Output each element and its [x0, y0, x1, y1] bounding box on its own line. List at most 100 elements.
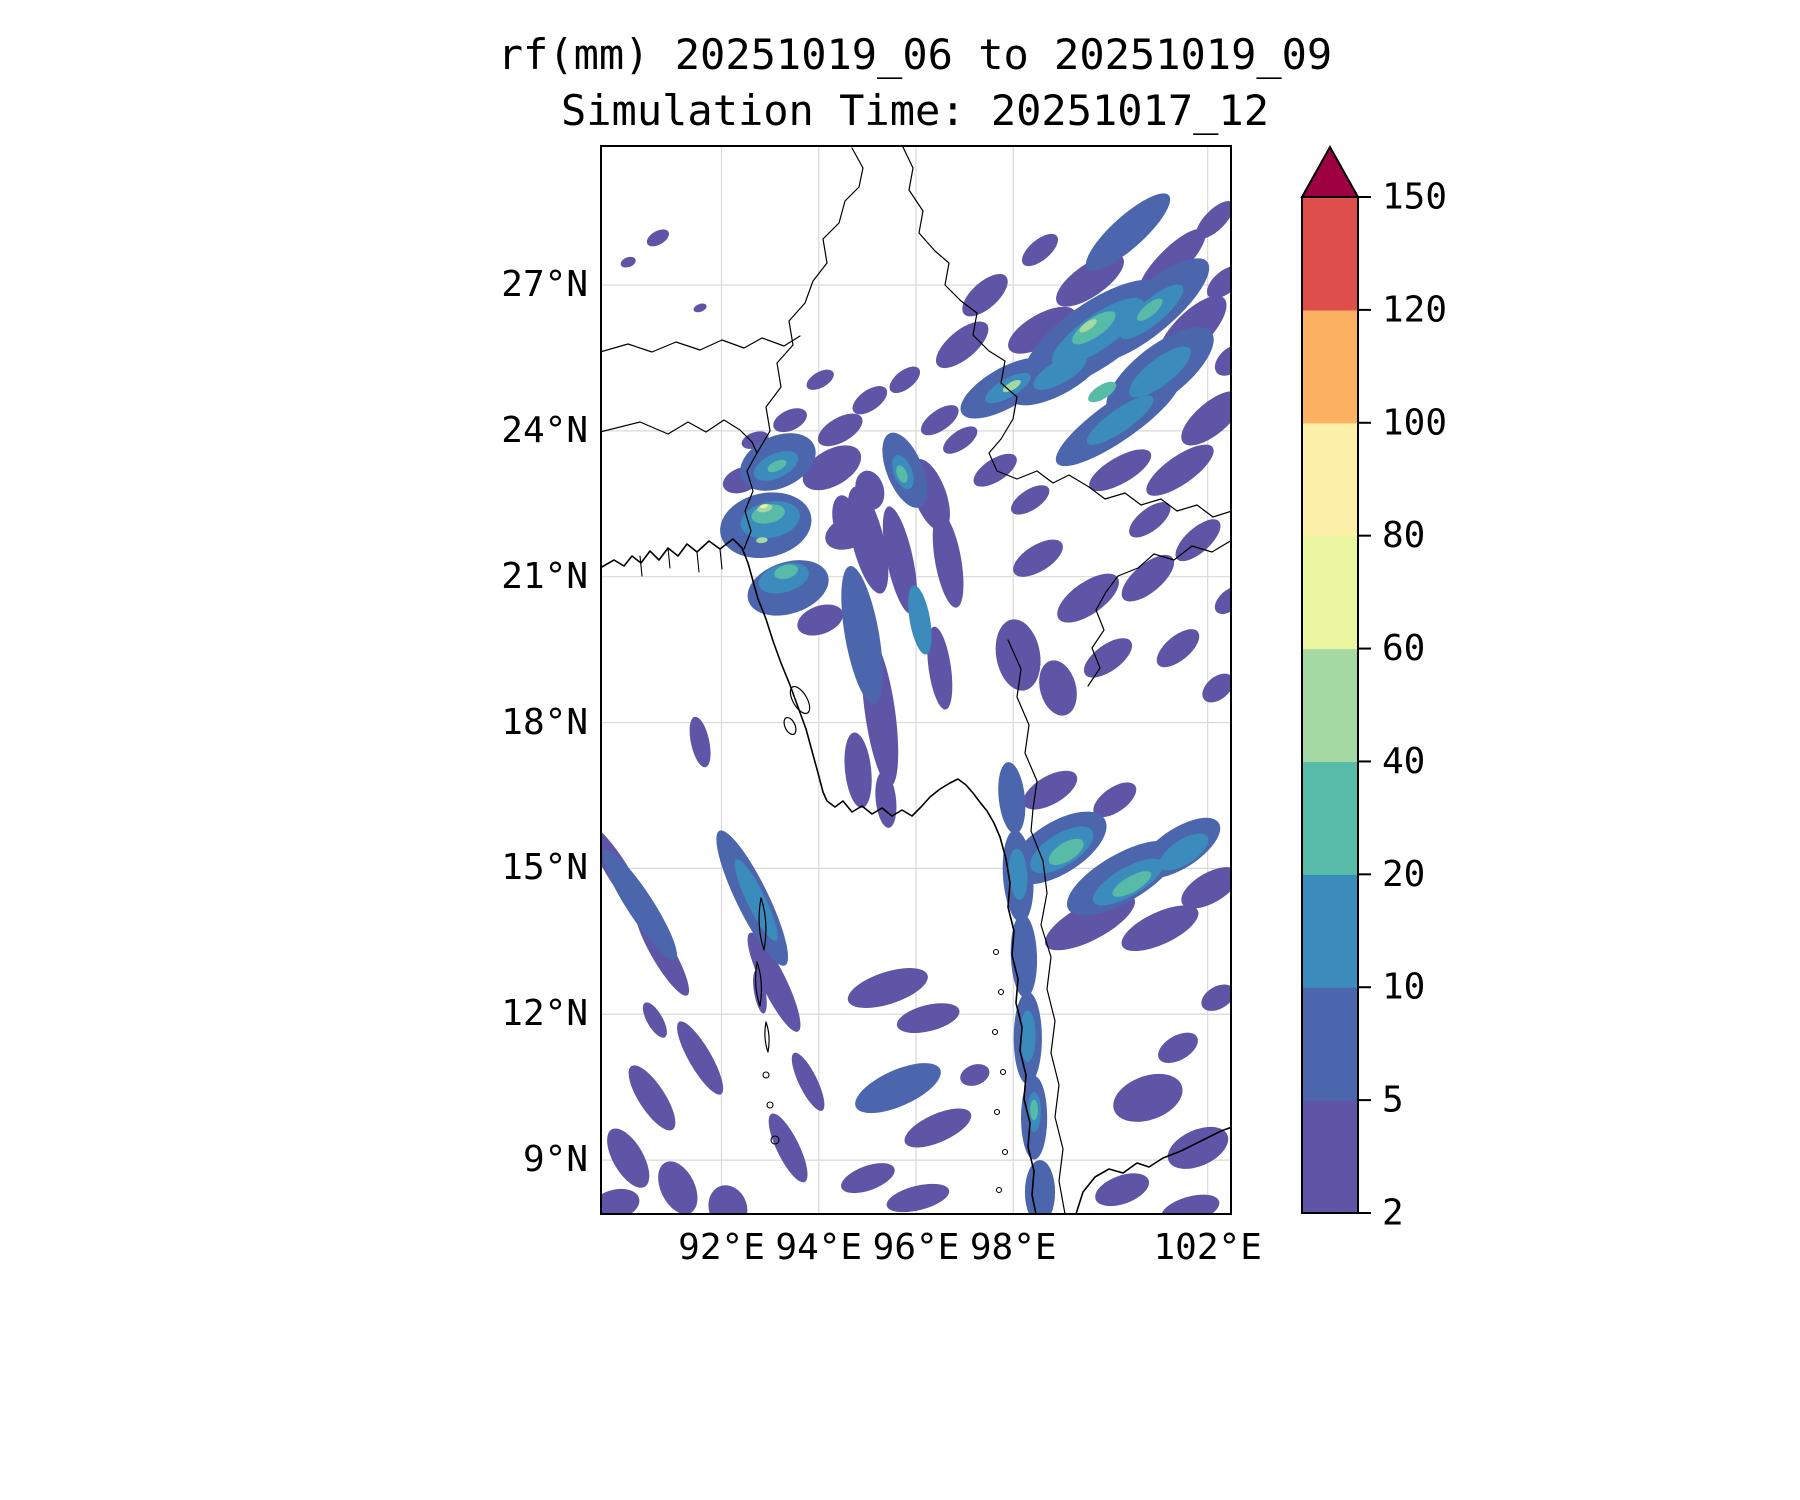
rainfall-cell — [642, 1002, 667, 1038]
rainfall-cell — [889, 366, 921, 394]
rainfall-cell — [1121, 905, 1199, 952]
rainfall-cell — [747, 932, 801, 1032]
rainfall-cell — [1072, 311, 1116, 345]
rainfall-cell — [844, 732, 872, 808]
rainfall-cell — [1057, 573, 1119, 623]
rainfall-cell — [1196, 200, 1232, 239]
rainfall-cell — [791, 1052, 825, 1111]
andaman-islands — [754, 897, 770, 1053]
rainfall-cell — [1011, 485, 1050, 515]
rainfall-cell — [847, 486, 889, 594]
y-tick-label: 9°N — [522, 1139, 588, 1181]
rainfall-cell — [1214, 586, 1232, 614]
rainfall-cell — [759, 504, 768, 509]
mergui-archipelago — [991, 948, 1009, 1194]
rainfall-cell — [1113, 1073, 1183, 1122]
rainfall-cell — [1085, 193, 1171, 271]
y-tick-label: 21°N — [501, 555, 588, 597]
colorbar-tick-label: 60 — [1382, 628, 1425, 669]
rainfall-cell — [841, 1163, 895, 1194]
x-tick-label: 94°E — [775, 1227, 863, 1268]
x-tick-label: 98°E — [969, 1227, 1057, 1268]
rainfall-cell — [973, 453, 1017, 487]
rainfall-cell — [753, 970, 767, 1014]
rainfall-cell — [1112, 871, 1152, 897]
plot-frame — [600, 145, 1232, 1215]
rainfall-cell — [1129, 346, 1191, 398]
rainfall-cell — [756, 537, 768, 544]
rainfall-cell — [1181, 867, 1232, 909]
rainfall-cell — [1129, 502, 1171, 538]
rainfall-cell — [1024, 1160, 1056, 1215]
chart-subtitle: Simulation Time: 20251017_12 — [560, 86, 1269, 135]
delta-river-mouths — [639, 547, 723, 577]
colorbar-segment — [1302, 987, 1358, 1101]
rainfall-cell — [886, 1183, 950, 1213]
colorbar: 2 5 10 20 40 60 80 100 120 150 — [1300, 144, 1447, 1234]
rainfall-cell — [1089, 449, 1152, 492]
rainfall-cell — [658, 1161, 698, 1215]
colorbar-tick-label: 80 — [1382, 515, 1425, 556]
rainfall-cell — [1167, 1126, 1229, 1169]
rainfall-cell — [855, 1063, 941, 1114]
rainfall-cell — [1013, 539, 1063, 577]
rainfall-cell — [1008, 306, 1076, 354]
rainfall-cell — [1030, 1099, 1038, 1121]
rainfall-cell — [1020, 1010, 1036, 1062]
colorbar-tick-label: 100 — [1382, 402, 1447, 443]
cheduba-island — [783, 716, 797, 736]
rainfall-cell — [767, 459, 787, 473]
rainfall-cell — [628, 1065, 676, 1131]
rainfall-cell — [1039, 660, 1077, 716]
rainfall-cell — [1088, 381, 1117, 403]
border-laos — [1087, 539, 1232, 687]
colorbar-segment — [1302, 1100, 1358, 1214]
rainfall-cell — [960, 1064, 990, 1086]
chart-title: rf(mm) 20251019_06 to 20251019_09 — [497, 30, 1333, 79]
rainfall-cell — [841, 566, 883, 704]
rainfall-cell — [607, 1128, 650, 1188]
rainfall-cell — [908, 585, 932, 655]
x-tick-label: 92°E — [678, 1227, 765, 1268]
rainfall-cell — [768, 1113, 808, 1183]
border-myanmar-china — [901, 145, 1232, 518]
rainfall-cell — [1156, 629, 1200, 668]
rainfall-contour-field — [600, 193, 1232, 1215]
border-india-bangladesh — [600, 419, 758, 454]
y-tick-label: 12°N — [501, 993, 588, 1035]
rainfall-cell — [1159, 833, 1209, 871]
colorbar-segment — [1302, 422, 1358, 537]
y-tick-label: 24°N — [501, 409, 588, 451]
rainfall-cell — [1048, 838, 1084, 866]
rainfall-cell — [773, 408, 807, 433]
rainfall-cell — [998, 762, 1026, 834]
rainfall-cell — [927, 626, 953, 710]
border-myanmar-thailand — [1007, 639, 1066, 1215]
border-himalaya-foothills — [600, 335, 801, 353]
rainfall-cell — [806, 369, 834, 390]
rainfall-cell — [1021, 233, 1059, 267]
map-plot-area — [600, 145, 1232, 1215]
rainfall-cell — [1023, 770, 1078, 810]
rainfall-cell — [935, 321, 989, 369]
rainfall-cell — [708, 1185, 748, 1215]
colorbar-tick-label: 40 — [1382, 741, 1425, 782]
colorbar-tick-label: 10 — [1382, 967, 1425, 1008]
rainfall-cell — [875, 771, 897, 828]
colorbar-tick-label: 20 — [1382, 854, 1425, 895]
rainfall-cell — [1202, 673, 1232, 703]
rainfall-cell — [602, 849, 678, 960]
rainfall-cell — [1206, 265, 1232, 299]
coastlines-and-borders — [600, 145, 1232, 1215]
colorbar-segment — [1302, 197, 1358, 311]
rainfall-cell — [882, 506, 918, 614]
x-tick-label: 102°E — [1153, 1227, 1262, 1268]
gulf-of-thailand-coastline — [1075, 1126, 1232, 1215]
rainfall-cell — [896, 465, 908, 483]
rainfall-cell — [1175, 519, 1221, 562]
colorbar-segment — [1302, 535, 1358, 650]
rainfall-cell — [932, 512, 964, 608]
y-tick-label: 27°N — [501, 264, 588, 305]
rainfall-cell — [1146, 444, 1214, 496]
colorbar-segment — [1302, 761, 1358, 875]
